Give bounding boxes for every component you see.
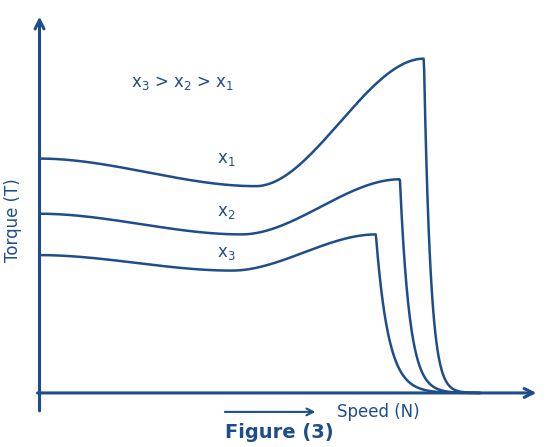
Text: x$_2$: x$_2$ <box>217 203 236 221</box>
Text: Figure (3): Figure (3) <box>225 423 334 442</box>
Text: x$_3$: x$_3$ <box>217 244 236 261</box>
Text: Torque (T): Torque (T) <box>4 179 22 262</box>
Text: Speed (N): Speed (N) <box>337 403 420 421</box>
Text: x$_1$: x$_1$ <box>217 150 236 168</box>
Text: x$_3$ > x$_2$ > x$_1$: x$_3$ > x$_2$ > x$_1$ <box>131 74 234 92</box>
